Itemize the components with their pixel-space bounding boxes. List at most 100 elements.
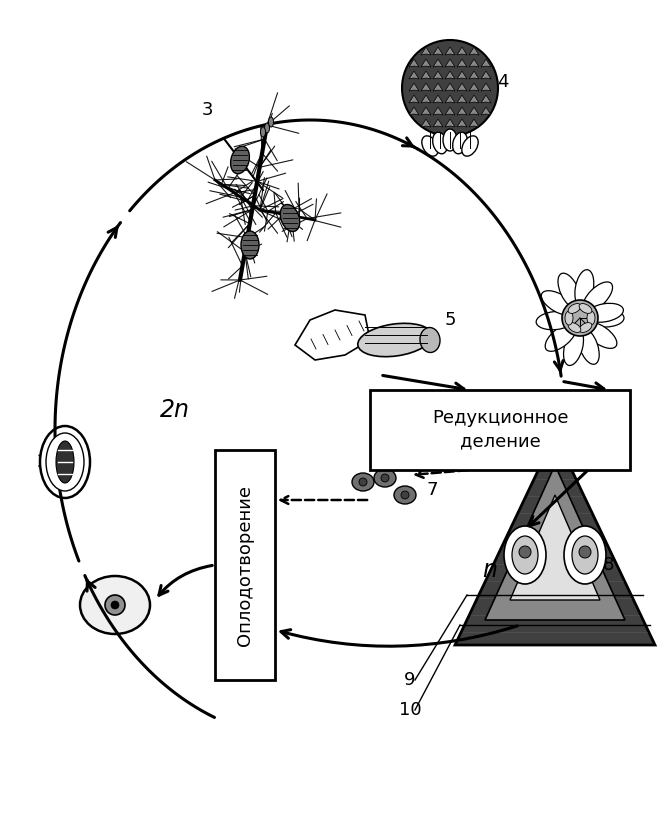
Ellipse shape xyxy=(420,328,440,352)
Ellipse shape xyxy=(564,526,606,584)
Ellipse shape xyxy=(56,441,74,483)
Text: 1: 1 xyxy=(84,603,96,621)
Text: 5: 5 xyxy=(444,311,456,329)
Ellipse shape xyxy=(269,117,273,127)
Polygon shape xyxy=(457,47,467,55)
Ellipse shape xyxy=(352,473,374,491)
Polygon shape xyxy=(445,95,455,103)
Text: Редукционное
деление: Редукционное деление xyxy=(432,409,568,451)
Polygon shape xyxy=(433,47,443,55)
FancyBboxPatch shape xyxy=(547,432,563,467)
Circle shape xyxy=(111,601,119,609)
Ellipse shape xyxy=(541,291,576,315)
Polygon shape xyxy=(481,107,491,115)
Polygon shape xyxy=(445,119,455,127)
Polygon shape xyxy=(445,83,455,91)
Text: 3: 3 xyxy=(201,101,213,119)
Ellipse shape xyxy=(545,324,577,351)
Polygon shape xyxy=(445,47,455,55)
Polygon shape xyxy=(481,71,491,79)
Ellipse shape xyxy=(241,231,259,259)
Polygon shape xyxy=(469,71,479,79)
Ellipse shape xyxy=(422,136,438,156)
Circle shape xyxy=(562,300,598,336)
Ellipse shape xyxy=(564,328,583,365)
Polygon shape xyxy=(481,95,491,103)
Polygon shape xyxy=(485,465,625,620)
Circle shape xyxy=(381,474,389,482)
Polygon shape xyxy=(469,119,479,127)
Text: 6: 6 xyxy=(594,293,606,311)
Polygon shape xyxy=(445,71,455,79)
Ellipse shape xyxy=(558,273,581,309)
Ellipse shape xyxy=(583,282,612,311)
Text: 9: 9 xyxy=(404,671,416,689)
Text: 2n: 2n xyxy=(160,398,190,422)
Ellipse shape xyxy=(586,309,624,327)
Ellipse shape xyxy=(443,129,457,151)
Polygon shape xyxy=(421,107,431,115)
Ellipse shape xyxy=(504,526,546,584)
Polygon shape xyxy=(481,59,491,67)
Ellipse shape xyxy=(57,444,65,480)
Text: 2: 2 xyxy=(36,453,48,471)
Polygon shape xyxy=(409,59,419,67)
Ellipse shape xyxy=(280,204,300,231)
Polygon shape xyxy=(481,83,491,91)
Polygon shape xyxy=(421,47,431,55)
Ellipse shape xyxy=(575,270,594,307)
Circle shape xyxy=(105,595,125,615)
Ellipse shape xyxy=(565,311,573,325)
Circle shape xyxy=(402,40,498,136)
Ellipse shape xyxy=(578,328,599,364)
Ellipse shape xyxy=(46,433,84,491)
Ellipse shape xyxy=(374,469,396,487)
FancyBboxPatch shape xyxy=(370,390,630,470)
Circle shape xyxy=(519,546,531,558)
Polygon shape xyxy=(457,71,467,79)
Ellipse shape xyxy=(512,536,538,574)
Polygon shape xyxy=(409,83,419,91)
Polygon shape xyxy=(445,59,455,67)
Polygon shape xyxy=(457,95,467,103)
Polygon shape xyxy=(421,83,431,91)
Ellipse shape xyxy=(586,303,624,322)
Text: 8: 8 xyxy=(603,556,614,574)
Polygon shape xyxy=(421,59,431,67)
Ellipse shape xyxy=(261,127,265,137)
Polygon shape xyxy=(469,59,479,67)
Circle shape xyxy=(579,546,591,558)
Ellipse shape xyxy=(462,136,478,156)
Circle shape xyxy=(359,478,367,486)
Ellipse shape xyxy=(579,304,592,314)
Text: 4: 4 xyxy=(497,73,509,91)
Ellipse shape xyxy=(572,536,598,574)
Ellipse shape xyxy=(584,322,617,348)
FancyBboxPatch shape xyxy=(215,450,275,680)
Ellipse shape xyxy=(568,304,581,314)
Text: 7: 7 xyxy=(426,481,438,499)
Polygon shape xyxy=(409,107,419,115)
Text: Оплодотворение: Оплодотворение xyxy=(236,484,254,645)
Polygon shape xyxy=(510,495,600,600)
Ellipse shape xyxy=(65,444,73,480)
Ellipse shape xyxy=(230,146,249,174)
Polygon shape xyxy=(421,71,431,79)
Polygon shape xyxy=(469,83,479,91)
Ellipse shape xyxy=(433,132,447,154)
Polygon shape xyxy=(457,83,467,91)
Text: n: n xyxy=(482,558,498,582)
Polygon shape xyxy=(409,71,419,79)
Ellipse shape xyxy=(394,486,416,504)
Polygon shape xyxy=(469,47,479,55)
Ellipse shape xyxy=(265,123,269,133)
Ellipse shape xyxy=(579,323,592,333)
Polygon shape xyxy=(457,119,467,127)
Polygon shape xyxy=(445,107,455,115)
Polygon shape xyxy=(433,59,443,67)
Ellipse shape xyxy=(568,323,581,333)
Polygon shape xyxy=(433,71,443,79)
Circle shape xyxy=(401,491,409,499)
Ellipse shape xyxy=(40,426,90,498)
Polygon shape xyxy=(457,59,467,67)
